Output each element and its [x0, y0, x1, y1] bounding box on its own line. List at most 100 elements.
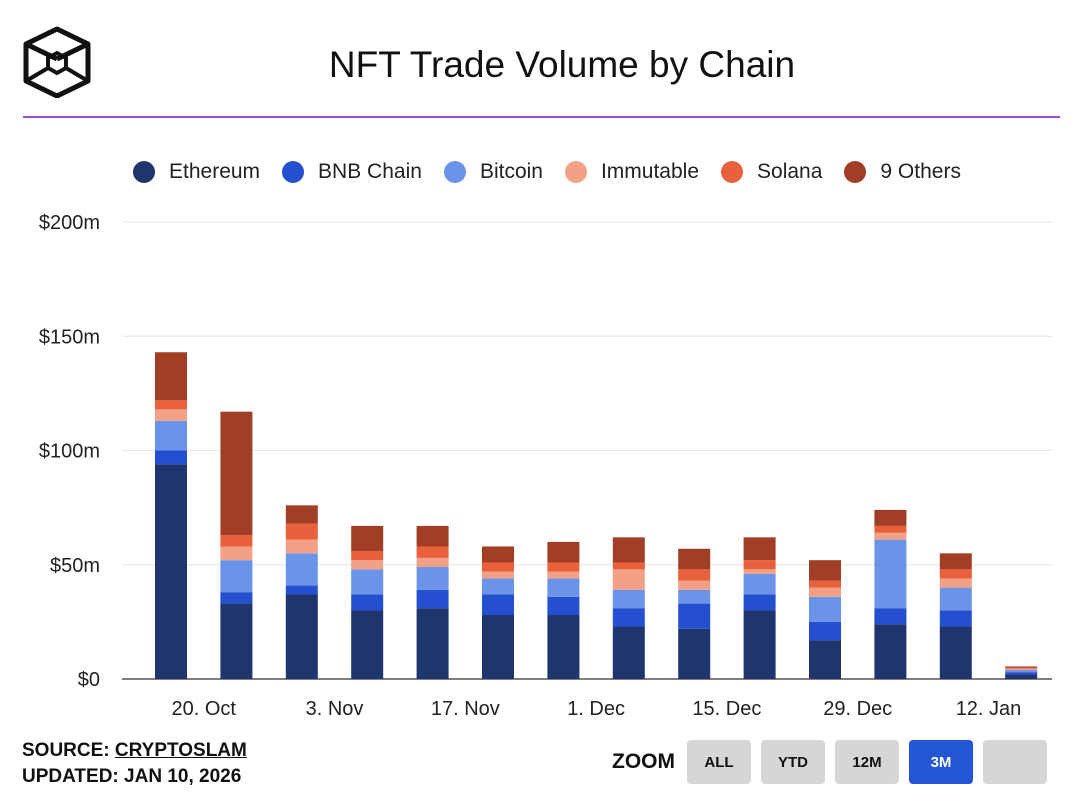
bar-segment — [874, 509, 907, 526]
chart-title: NFT Trade Volume by Chain — [328, 44, 796, 85]
x-tick-label: 3. Nov — [306, 698, 364, 720]
zoom-button-3m[interactable]: 3M — [909, 740, 973, 784]
bar-segment — [416, 525, 449, 547]
bar-segment — [416, 567, 449, 590]
zoom-controls: ZOOM ALL YTD 12M 3M — [612, 740, 1057, 784]
bar-segment — [809, 580, 841, 588]
y-tick-label: $50m — [50, 555, 100, 577]
bar-segment — [547, 562, 580, 572]
bar-segment — [547, 615, 580, 679]
bar-segment — [809, 621, 841, 641]
bar-segment — [351, 569, 384, 595]
legend-item-9-others[interactable]: 9 Others — [844, 160, 961, 184]
bar-segment — [1005, 666, 1038, 668]
bar-segment — [809, 640, 841, 679]
source-label: SOURCE: — [22, 740, 110, 761]
chart-legend: Ethereum BNB Chain Bitcoin Immutable Solana 9… — [133, 160, 983, 184]
bar-segment — [678, 589, 711, 604]
legend-item-immutable[interactable]: Immutable — [564, 160, 700, 184]
bar-segment — [285, 585, 318, 595]
bar-segment — [743, 560, 776, 570]
zoom-button-12m[interactable]: 12M — [835, 740, 899, 784]
bar-segment — [482, 615, 514, 679]
legend-swatch — [443, 161, 466, 183]
bar-segment — [678, 580, 711, 590]
bar-segment — [809, 587, 841, 597]
bar-segment — [351, 551, 384, 561]
legend-item-bitcoin[interactable]: Bitcoin — [443, 160, 543, 184]
source-link[interactable]: CRYPTOSLAM — [114, 740, 247, 761]
bar-segment — [678, 628, 711, 679]
bar-segment — [612, 626, 645, 679]
bar-segment — [939, 610, 972, 627]
y-tick-label: $150m — [39, 326, 100, 348]
zoom-button-ytd[interactable]: YTD — [761, 740, 825, 784]
bar-segment — [351, 610, 384, 679]
legend-swatch — [564, 161, 587, 183]
bar-segment — [547, 596, 580, 616]
x-tick-label: 15. Dec — [692, 698, 761, 720]
bar-segment — [1005, 667, 1038, 669]
zoom-button-blank[interactable] — [983, 740, 1047, 784]
bar-segment — [482, 546, 514, 563]
bar-segment — [482, 594, 514, 616]
bar-segment — [1005, 669, 1038, 673]
bar-segment — [155, 400, 187, 410]
zoom-button-all[interactable]: ALL — [687, 740, 751, 784]
legend-label: Ethereum — [169, 160, 261, 183]
legend-item-bnb-chain[interactable]: BNB Chain — [282, 160, 422, 184]
bar-segment — [220, 560, 253, 593]
bar-segment — [155, 409, 187, 421]
bar-segment — [220, 546, 253, 561]
legend-item-ethereum[interactable]: Ethereum — [133, 160, 260, 184]
x-tick-label: 20. Oct — [171, 698, 236, 720]
bar-segment — [155, 352, 187, 401]
bar-segment — [939, 569, 972, 579]
bar-segment — [809, 596, 841, 622]
bar-segment — [220, 592, 253, 604]
stacked-bar-chart: $0 $50m $100m $150m $200m 20. Oct 3. Nov 17. No… — [39, 212, 1052, 720]
bar-segment — [351, 594, 384, 611]
bar-segment — [416, 546, 449, 558]
legend-swatch — [133, 161, 155, 183]
bar-segment — [939, 626, 972, 679]
bar-segment — [285, 594, 318, 679]
bar-segment — [351, 525, 384, 552]
bar-segment — [874, 532, 907, 540]
x-tick-label: 29. Dec — [823, 698, 892, 720]
title-divider — [23, 116, 1060, 118]
bar-segment — [612, 589, 645, 609]
legend-label: Solana — [757, 160, 823, 183]
bar-segment — [1005, 668, 1038, 670]
bar-segment — [155, 464, 187, 679]
bar-segment — [1005, 672, 1038, 675]
bar-segment — [678, 548, 711, 570]
x-tick-label: 1. Dec — [567, 698, 625, 720]
bar-segment — [678, 603, 711, 629]
bar-segment — [285, 505, 318, 524]
updated-date: UPDATED: JAN 10, 2026 — [22, 766, 242, 787]
bar-segment — [743, 569, 776, 574]
y-tick-label: $0 — [78, 669, 100, 691]
bar-segment — [416, 557, 449, 568]
bar-segment — [482, 562, 514, 572]
y-tick-label: $100m — [39, 441, 100, 463]
bar-segment — [416, 608, 449, 679]
bar-segment — [874, 539, 907, 609]
bar-segment — [220, 603, 253, 679]
bar-segment — [547, 578, 580, 597]
brand-logo-icon — [23, 26, 91, 98]
bar-segment — [743, 573, 776, 595]
bar-segment — [612, 608, 645, 627]
bar-segment — [482, 571, 514, 579]
bar-segment — [743, 610, 776, 679]
zoom-label: ZOOM — [612, 750, 675, 773]
bar-segment — [612, 562, 645, 570]
legend-swatch — [282, 161, 305, 183]
legend-label: Immutable — [600, 160, 700, 183]
bar-segment — [612, 569, 645, 590]
bar-segment — [155, 450, 187, 465]
bar-segment — [939, 587, 972, 611]
legend-item-solana[interactable]: Solana — [721, 160, 822, 184]
bar-segment — [939, 578, 972, 588]
